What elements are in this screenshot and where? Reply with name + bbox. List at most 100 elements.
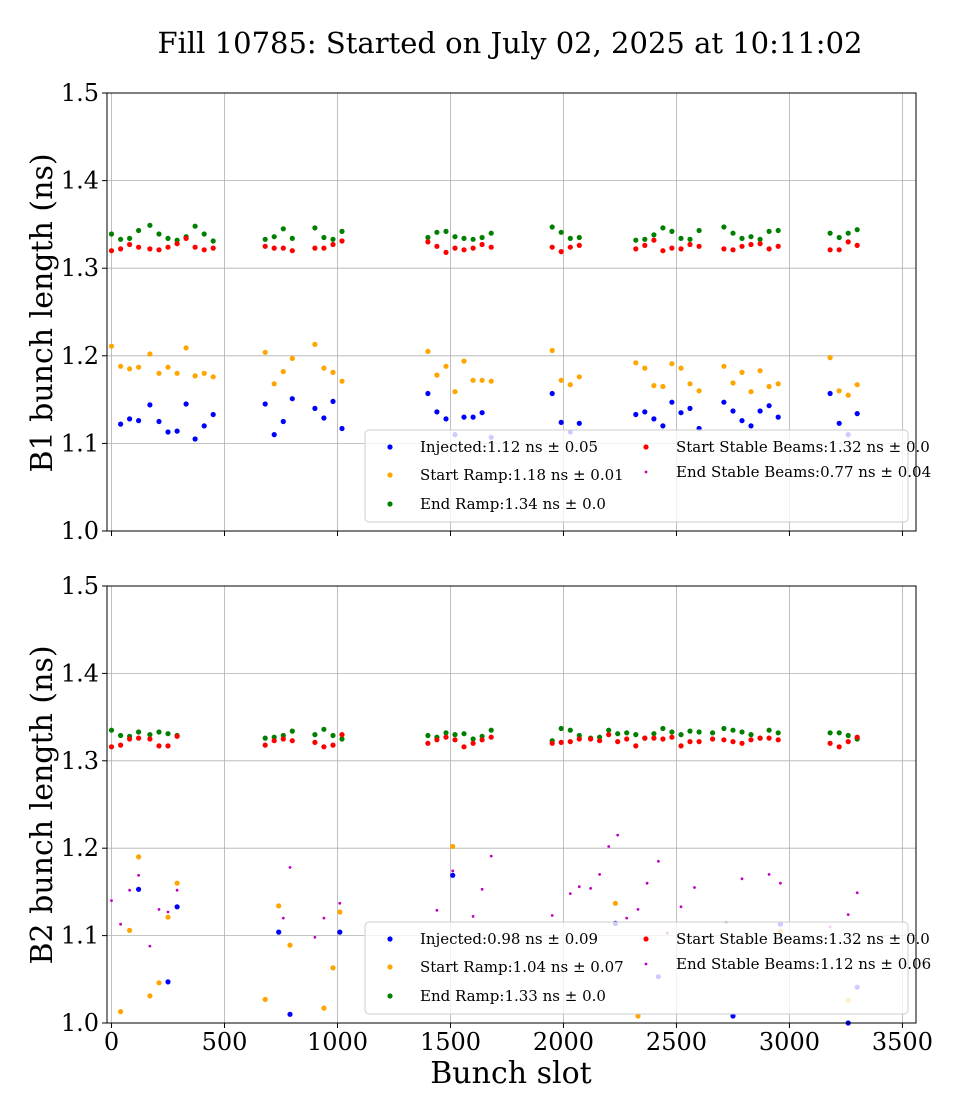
x-tick-label: 1000 bbox=[307, 1028, 368, 1056]
legend-box bbox=[364, 921, 909, 1015]
point-end-ramp bbox=[757, 236, 763, 242]
point-injected bbox=[450, 872, 456, 878]
point-end-ramp bbox=[452, 234, 458, 240]
point-injected bbox=[669, 399, 675, 405]
legend-marker bbox=[643, 444, 649, 450]
point-injected bbox=[156, 418, 162, 425]
point-end-ramp bbox=[624, 730, 630, 736]
point-injected bbox=[558, 419, 564, 425]
point-start-stable-beams bbox=[739, 740, 745, 746]
point-start-ramp bbox=[156, 370, 162, 376]
point-start-stable-beams bbox=[624, 736, 630, 742]
point-end-ramp bbox=[739, 729, 745, 735]
point-injected bbox=[337, 929, 343, 935]
point-start-ramp bbox=[633, 360, 639, 366]
point-start-stable-beams bbox=[321, 744, 327, 750]
point-end-stable-beams bbox=[636, 908, 640, 911]
point-end-ramp bbox=[558, 229, 564, 235]
panel-2: 0 500 1000 1500 2000 2500 3000 3500 1.0 1.1 1.2 1.3… bbox=[61, 572, 933, 1056]
point-start-stable-beams bbox=[479, 737, 485, 743]
point-injected bbox=[147, 402, 153, 408]
point-start-stable-beams bbox=[147, 736, 153, 742]
point-start-stable-beams bbox=[165, 743, 171, 749]
point-start-stable-beams bbox=[118, 742, 124, 748]
point-injected bbox=[730, 1013, 736, 1019]
point-end-stable-beams bbox=[679, 905, 683, 909]
point-start-ramp bbox=[470, 377, 476, 383]
point-end-ramp bbox=[696, 729, 702, 735]
y-tick-label: 1.1 bbox=[61, 429, 99, 457]
point-start-stable-beams bbox=[443, 734, 449, 740]
point-end-ramp bbox=[470, 236, 476, 242]
point-start-ramp bbox=[748, 389, 754, 395]
point-end-stable-beams bbox=[767, 873, 771, 876]
point-end-ramp bbox=[642, 236, 648, 242]
point-start-stable-beams bbox=[549, 244, 555, 250]
point-injected bbox=[766, 403, 772, 409]
point-start-stable-beams bbox=[633, 246, 639, 252]
point-injected bbox=[174, 904, 180, 910]
point-injected bbox=[660, 423, 666, 429]
point-end-ramp bbox=[280, 226, 286, 232]
point-start-stable-beams bbox=[642, 735, 648, 741]
point-end-ramp bbox=[766, 727, 772, 733]
point-start-stable-beams bbox=[576, 736, 582, 742]
point-end-ramp bbox=[576, 234, 582, 241]
point-end-ramp bbox=[136, 227, 142, 234]
point-end-ramp bbox=[289, 728, 295, 734]
point-start-ramp bbox=[183, 345, 189, 351]
point-start-stable-beams bbox=[615, 739, 621, 745]
point-end-ramp bbox=[147, 222, 153, 228]
point-start-stable-beams bbox=[434, 737, 440, 743]
point-end-stable-beams bbox=[313, 935, 317, 939]
y-tick-label: 1.4 bbox=[61, 167, 99, 195]
point-injected bbox=[678, 410, 684, 416]
point-start-stable-beams bbox=[827, 740, 833, 746]
x-tick-label: 500 bbox=[202, 1028, 248, 1056]
y-tick-label: 1.3 bbox=[61, 254, 99, 282]
point-start-stable-beams bbox=[127, 736, 133, 742]
y-tick-label: 1.0 bbox=[61, 517, 99, 545]
point-end-ramp bbox=[660, 225, 666, 231]
point-start-ramp bbox=[730, 380, 736, 386]
point-end-ramp bbox=[118, 236, 124, 242]
point-end-ramp bbox=[461, 235, 467, 241]
point-start-ramp bbox=[262, 996, 268, 1003]
point-start-stable-beams bbox=[339, 732, 345, 738]
point-end-ramp bbox=[156, 729, 162, 735]
legend-entry: Injected:0.98 ns ± 0.09 bbox=[420, 930, 598, 948]
point-start-ramp bbox=[127, 366, 133, 372]
point-start-stable-beams bbox=[766, 246, 772, 252]
point-start-stable-beams bbox=[854, 242, 860, 248]
point-start-stable-beams bbox=[721, 246, 727, 252]
point-end-stable-beams bbox=[157, 908, 161, 911]
point-start-stable-beams bbox=[470, 245, 476, 251]
point-injected bbox=[339, 425, 345, 432]
point-start-ramp bbox=[549, 347, 555, 354]
point-start-stable-beams bbox=[678, 246, 684, 252]
point-start-ramp bbox=[766, 383, 772, 390]
x-axis-label: Bunch slot bbox=[430, 1056, 591, 1091]
point-end-ramp bbox=[443, 228, 449, 234]
point-injected bbox=[687, 405, 693, 411]
point-start-stable-beams bbox=[321, 245, 327, 251]
point-start-ramp bbox=[425, 348, 431, 354]
point-end-ramp bbox=[165, 235, 171, 241]
legend-entry: Start Ramp:1.18 ns ± 0.01 bbox=[420, 466, 624, 484]
point-end-stable-beams bbox=[616, 833, 620, 837]
point-injected bbox=[136, 418, 142, 424]
y-tick-label: 1.2 bbox=[61, 342, 99, 370]
point-start-ramp bbox=[775, 381, 781, 387]
point-start-ramp bbox=[289, 355, 295, 361]
point-end-ramp bbox=[721, 725, 727, 732]
point-start-ramp bbox=[660, 383, 666, 390]
x-tick-label: 3000 bbox=[759, 1028, 820, 1056]
point-end-stable-beams bbox=[625, 916, 629, 920]
point-end-ramp bbox=[651, 731, 657, 737]
point-end-ramp bbox=[201, 231, 207, 237]
point-injected bbox=[280, 418, 286, 425]
point-start-ramp bbox=[201, 370, 207, 376]
point-start-ramp bbox=[488, 378, 494, 384]
point-start-stable-beams bbox=[488, 244, 494, 250]
point-start-stable-beams bbox=[748, 241, 754, 248]
